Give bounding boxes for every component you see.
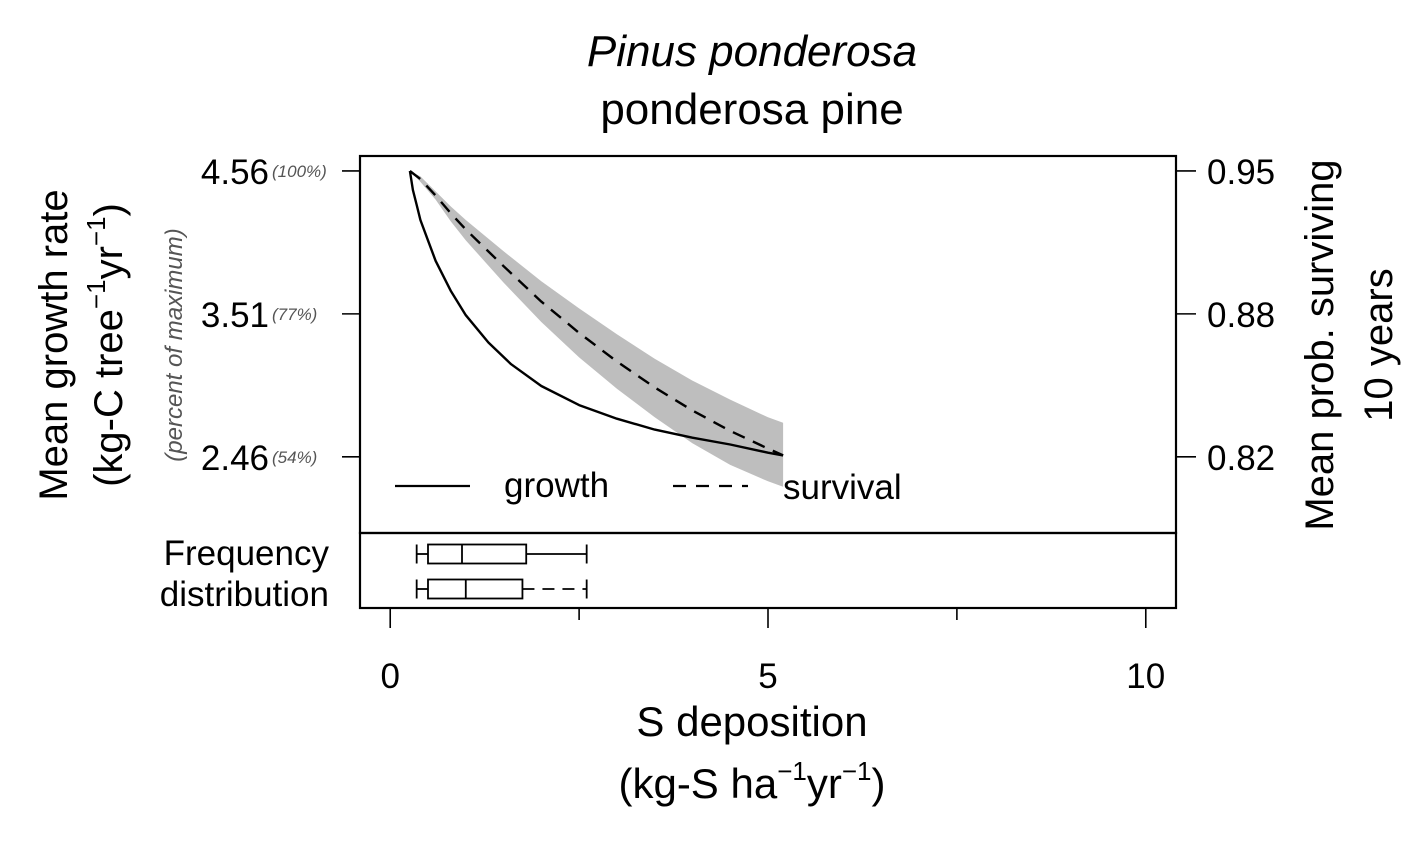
x-tick-label: 10	[1126, 657, 1165, 696]
y-right-tick-label: 0.95	[1207, 153, 1275, 192]
y-right-tick-label: 0.82	[1207, 439, 1275, 478]
frequency-label-line1: Frequency	[164, 534, 330, 573]
y-left-tick-label: 3.51	[201, 296, 269, 335]
y-left-tick-label: 4.56	[201, 153, 269, 192]
axes: 0 5 10 2.46 (54%) 3.51 (77%) 4.56 (100%) 0.82 0.88…	[201, 153, 1275, 696]
y-axis-left-sublabel: (percent of maximum)	[161, 228, 188, 461]
series-growth-line	[408, 170, 784, 457]
y-axis-right-label-line2: 10 years	[1357, 268, 1401, 421]
x-tick-label: 5	[758, 657, 777, 696]
plot-area	[408, 170, 784, 600]
boxplot-survival	[415, 578, 588, 600]
boxplot-growth	[415, 543, 588, 565]
y-axis-left-label-line1: Mean growth rate	[32, 189, 76, 500]
legend-growth-label: growth	[504, 466, 609, 505]
y-axis-left-label-line2: (kg-C tree−1yr−1)	[81, 203, 131, 487]
x-tick-label: 0	[380, 657, 399, 696]
y-axis-right-label-line1: Mean prob. surviving	[1298, 159, 1342, 530]
x-axis-label-line1: S deposition	[636, 698, 867, 745]
legend-survival-label: survival	[783, 468, 902, 507]
y-left-tick-percent: (100%)	[272, 162, 327, 181]
frequency-label-line2: distribution	[160, 575, 329, 614]
chart-title: Pinus ponderosa	[587, 27, 917, 76]
y-left-tick-percent: (77%)	[272, 305, 317, 324]
x-axis-label-line2: (kg-S ha−1yr−1)	[618, 756, 885, 807]
survival-ci-band	[409, 171, 784, 487]
series-survival-line	[409, 170, 784, 457]
chart-subtitle: ponderosa pine	[600, 85, 903, 134]
y-left-tick-label: 2.46	[201, 439, 269, 478]
y-left-tick-percent: (54%)	[272, 448, 317, 467]
legend: growth survival	[395, 466, 902, 507]
y-right-tick-label: 0.88	[1207, 296, 1275, 335]
boxplot-box	[427, 543, 528, 565]
boxplot-box	[427, 578, 524, 600]
